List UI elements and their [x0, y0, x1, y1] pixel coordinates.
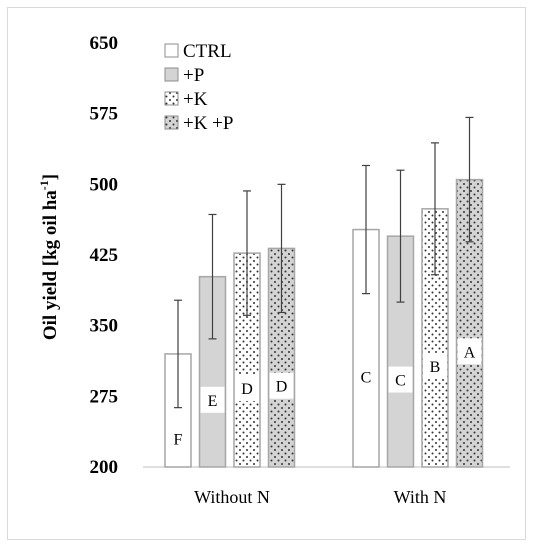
letter-box [235, 375, 259, 402]
letter-box [354, 363, 378, 390]
significance-letter: D [241, 381, 253, 398]
y-tick-label: 350 [90, 316, 119, 337]
y-axis-title-superscript: -1 [37, 180, 51, 190]
y-tick-label: 200 [90, 457, 119, 478]
legend-label: +P [183, 65, 204, 86]
legend-label: CTRL [183, 41, 232, 62]
y-axis-title-main: Oil yield [kg oil ha [40, 190, 61, 340]
y-axis-title: Oil yield [kg oil ha-1] [37, 174, 61, 340]
significance-letter: C [395, 373, 406, 390]
y-tick-label: 275 [90, 386, 119, 407]
legend-swatch [164, 91, 179, 106]
significance-letter: A [464, 344, 476, 361]
y-tick-label: 650 [90, 33, 119, 54]
y-tick-label: 575 [90, 104, 119, 125]
legend-label: +K +P [183, 113, 233, 134]
letter-box [388, 366, 413, 393]
letter-box [423, 352, 447, 379]
y-axis-title-end: ] [40, 174, 61, 180]
significance-letter: B [430, 359, 441, 376]
legend-swatch [164, 43, 179, 58]
letter-box [166, 425, 190, 452]
letter-box [269, 372, 294, 399]
letter-box [457, 338, 482, 365]
chart-marks: 200 275 350 425 500 575 650 F C E C D B D A Without N Wi… [90, 33, 510, 507]
y-tick-label: 500 [90, 174, 119, 195]
legend-swatch [164, 115, 179, 130]
significance-letter: F [174, 431, 183, 448]
y-tick-label: 425 [90, 245, 119, 266]
x-category-label: With N [394, 487, 447, 507]
x-category-label: Without N [194, 487, 270, 507]
letter-box [200, 386, 225, 413]
significance-letter: D [276, 379, 288, 396]
significance-letter: C [361, 369, 372, 386]
legend-swatch [164, 67, 179, 82]
legend-label: +K [183, 89, 208, 110]
significance-letter: E [208, 393, 218, 410]
